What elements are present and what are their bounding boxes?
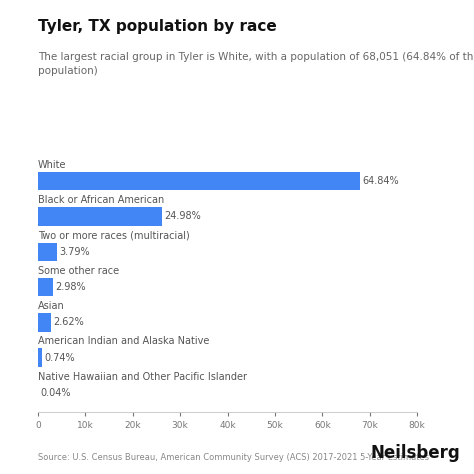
Text: Black or African American: Black or African American	[38, 195, 164, 205]
Text: Tyler, TX population by race: Tyler, TX population by race	[38, 19, 277, 34]
Bar	[38, 348, 42, 367]
Text: 64.84%: 64.84%	[363, 176, 400, 186]
Bar	[38, 278, 53, 296]
Text: Source: U.S. Census Bureau, American Community Survey (ACS) 2017-2021 5-Year Est: Source: U.S. Census Bureau, American Com…	[38, 453, 429, 462]
Bar	[38, 172, 361, 191]
Text: 24.98%: 24.98%	[164, 211, 201, 221]
Text: White: White	[38, 160, 66, 170]
Bar	[38, 207, 162, 226]
Text: American Indian and Alaska Native: American Indian and Alaska Native	[38, 337, 210, 346]
Text: 2.98%: 2.98%	[55, 282, 86, 292]
Text: Asian: Asian	[38, 301, 64, 311]
Text: The largest racial group in Tyler is White, with a population of 68,051 (64.84% : The largest racial group in Tyler is Whi…	[38, 52, 474, 76]
Text: 0.74%: 0.74%	[44, 353, 74, 363]
Bar	[38, 243, 57, 261]
Text: Native Hawaiian and Other Pacific Islander: Native Hawaiian and Other Pacific Island…	[38, 372, 247, 382]
Text: 2.62%: 2.62%	[54, 318, 84, 328]
Text: 0.04%: 0.04%	[40, 388, 71, 398]
Text: 3.79%: 3.79%	[59, 247, 90, 257]
Text: Some other race: Some other race	[38, 266, 119, 276]
Bar	[38, 313, 51, 331]
Text: Two or more races (multiracial): Two or more races (multiracial)	[38, 230, 190, 240]
Text: Neilsberg: Neilsberg	[370, 444, 460, 462]
